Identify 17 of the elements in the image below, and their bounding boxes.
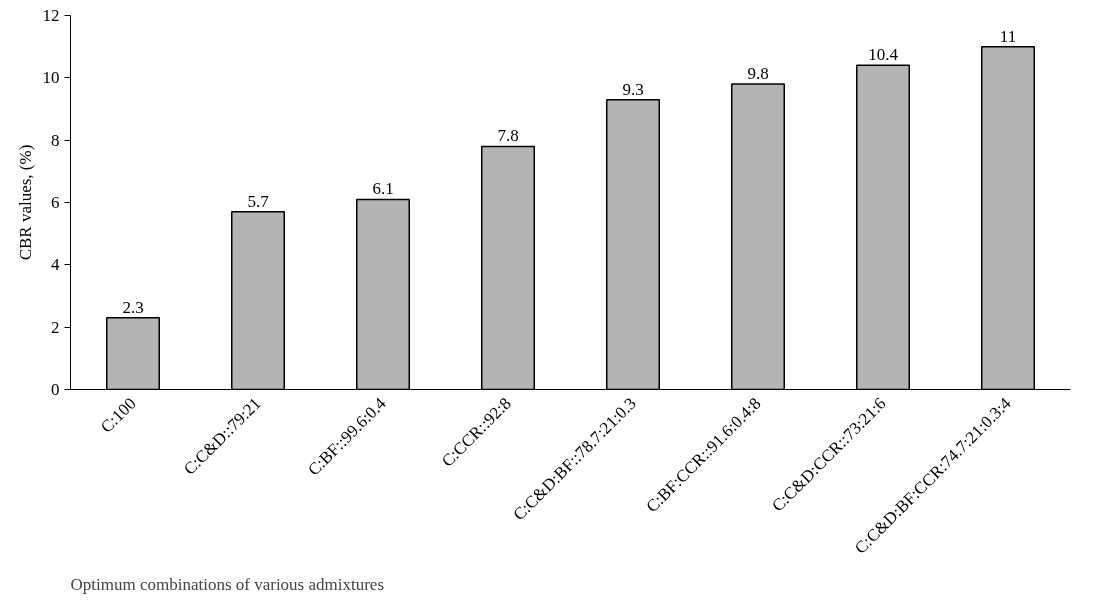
data-label: 9.3 <box>622 79 644 99</box>
x-axis-title: Optimum combinations of various admixtures <box>70 574 385 594</box>
y-tick-label: 0 <box>51 380 60 399</box>
y-tick-label: 10 <box>42 68 60 88</box>
y-tick-label: 6 <box>51 193 60 212</box>
data-label: 5.7 <box>247 191 270 211</box>
y-tick-label: 2 <box>51 317 60 337</box>
data-label: 6.1 <box>372 179 394 199</box>
y-tick-label: 12 <box>42 6 60 25</box>
y-tick-label: 8 <box>51 130 60 150</box>
y-axis-title: CBR values, (%) <box>15 144 35 261</box>
data-label: 7.8 <box>497 126 519 146</box>
data-label: 2.3 <box>122 297 144 317</box>
y-tick-label: 4 <box>51 255 60 275</box>
data-label: 10.4 <box>868 45 899 65</box>
data-label: 11 <box>999 26 1017 46</box>
data-label: 9.8 <box>747 64 769 84</box>
